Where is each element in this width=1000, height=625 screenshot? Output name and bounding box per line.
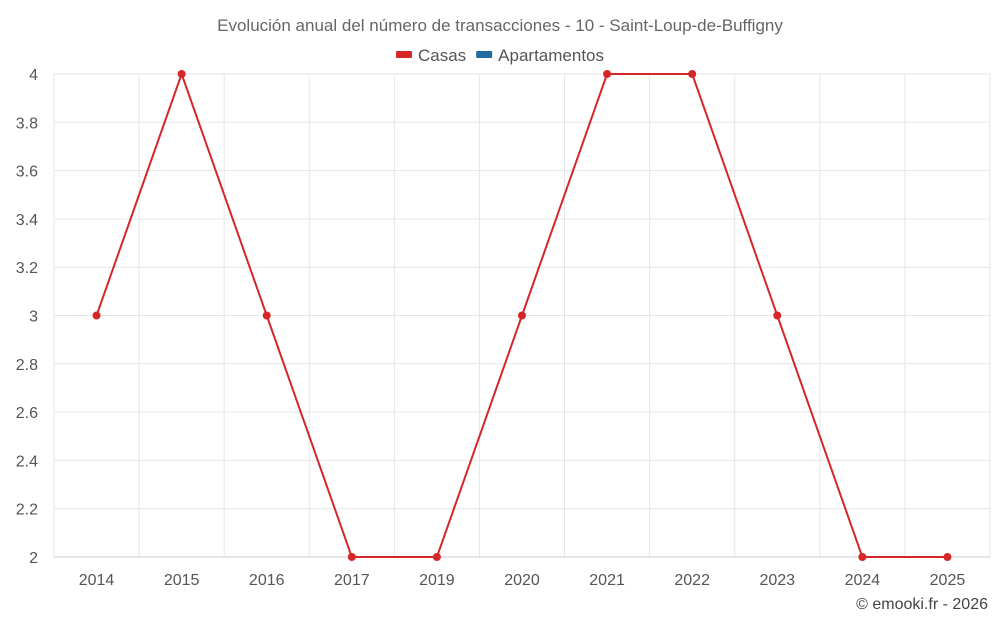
data-point[interactable] <box>858 553 867 561</box>
y-tick-label: 2.8 <box>16 357 38 374</box>
y-tick-label: 3.8 <box>16 115 38 132</box>
legend-item-apartamentos[interactable]: Apartamentos <box>476 46 604 65</box>
x-tick-label: 2020 <box>504 572 540 589</box>
legend[interactable]: Casas Apartamentos <box>395 46 604 65</box>
x-tick-label: 2014 <box>79 572 115 589</box>
data-point[interactable] <box>518 311 526 320</box>
data-point[interactable] <box>92 311 101 320</box>
x-tick-label: 2024 <box>845 572 881 589</box>
x-tick-label: 2016 <box>249 572 285 589</box>
x-axis: 2014 2015 2016 2017 2019 2020 2021 2022 2023 2024… <box>54 556 990 589</box>
x-tick-label: 2015 <box>164 572 200 589</box>
y-axis: 2 2.2 2.4 2.6 2.8 3 3.2 3.4 3.6 3.8 4 <box>16 67 38 567</box>
legend-item-casas[interactable]: Casas <box>395 46 466 65</box>
x-tick-label: 2023 <box>759 572 795 589</box>
x-tick-label: 2022 <box>674 572 710 589</box>
y-tick-label: 2 <box>29 550 38 567</box>
plot-area <box>92 70 952 561</box>
data-point[interactable] <box>603 70 612 78</box>
legend-swatch <box>395 51 412 58</box>
data-point[interactable] <box>688 70 697 78</box>
y-tick-label: 3.4 <box>16 212 38 229</box>
data-point[interactable] <box>177 70 186 78</box>
chart-title: Evolución anual del número de transaccio… <box>217 16 783 35</box>
y-tick-label: 2.4 <box>16 453 38 470</box>
data-point[interactable] <box>347 553 356 561</box>
credit-text: © emooki.fr - 2026 <box>856 596 988 613</box>
y-tick-label: 3 <box>29 309 38 326</box>
legend-swatch <box>476 51 493 58</box>
y-tick-label: 3.2 <box>16 260 38 277</box>
data-point[interactable] <box>432 553 441 561</box>
y-tick-label: 4 <box>29 67 38 84</box>
data-point[interactable] <box>773 311 782 320</box>
legend-label: Apartamentos <box>498 46 604 65</box>
y-tick-label: 3.6 <box>16 164 38 181</box>
grid <box>53 73 991 558</box>
data-point[interactable] <box>943 553 952 561</box>
x-tick-label: 2025 <box>930 572 966 589</box>
y-tick-label: 2.2 <box>16 502 38 519</box>
data-point[interactable] <box>262 311 271 320</box>
y-tick-label: 2.6 <box>16 405 38 422</box>
x-tick-label: 2019 <box>419 572 455 589</box>
x-tick-label: 2021 <box>589 572 625 589</box>
legend-label: Casas <box>418 46 466 65</box>
x-tick-label: 2017 <box>334 572 370 589</box>
